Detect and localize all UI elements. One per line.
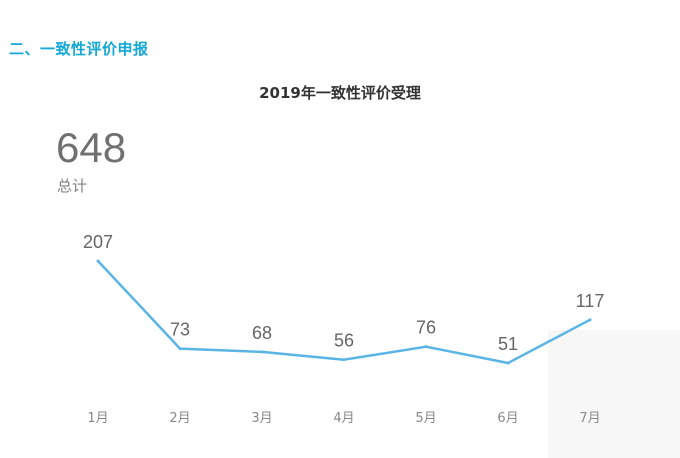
x-tick-label-4: 4月 bbox=[333, 411, 354, 426]
x-tick-label-2: 2月 bbox=[169, 411, 190, 426]
x-tick-label-6: 6月 bbox=[497, 411, 518, 426]
x-tick-label-3: 3月 bbox=[251, 411, 272, 426]
data-point-1 bbox=[96, 259, 100, 263]
data-point-5 bbox=[424, 345, 428, 349]
total-value: 648 bbox=[56, 124, 127, 171]
chart-title: 2019年一致性评价受理 bbox=[259, 84, 421, 102]
data-label-7: 117 bbox=[576, 291, 605, 311]
total-label: 总计 bbox=[57, 177, 88, 195]
data-point-3 bbox=[260, 350, 264, 354]
x-tick-label-5: 5月 bbox=[415, 411, 436, 426]
data-label-4: 56 bbox=[334, 331, 354, 351]
data-point-2 bbox=[178, 347, 182, 351]
section-heading: 二、一致性评价申报 bbox=[9, 40, 149, 58]
data-point-6 bbox=[506, 361, 510, 365]
data-point-4 bbox=[342, 358, 346, 362]
background-panel bbox=[548, 330, 680, 458]
x-tick-label-1: 1月 bbox=[87, 411, 108, 426]
data-label-1: 207 bbox=[83, 232, 113, 252]
data-label-2: 73 bbox=[170, 320, 190, 340]
data-label-3: 68 bbox=[252, 323, 272, 343]
data-label-6: 51 bbox=[498, 334, 518, 354]
data-point-7 bbox=[588, 318, 592, 322]
x-tick-label-7: 7月 bbox=[579, 411, 600, 426]
data-label-5: 76 bbox=[416, 318, 436, 338]
